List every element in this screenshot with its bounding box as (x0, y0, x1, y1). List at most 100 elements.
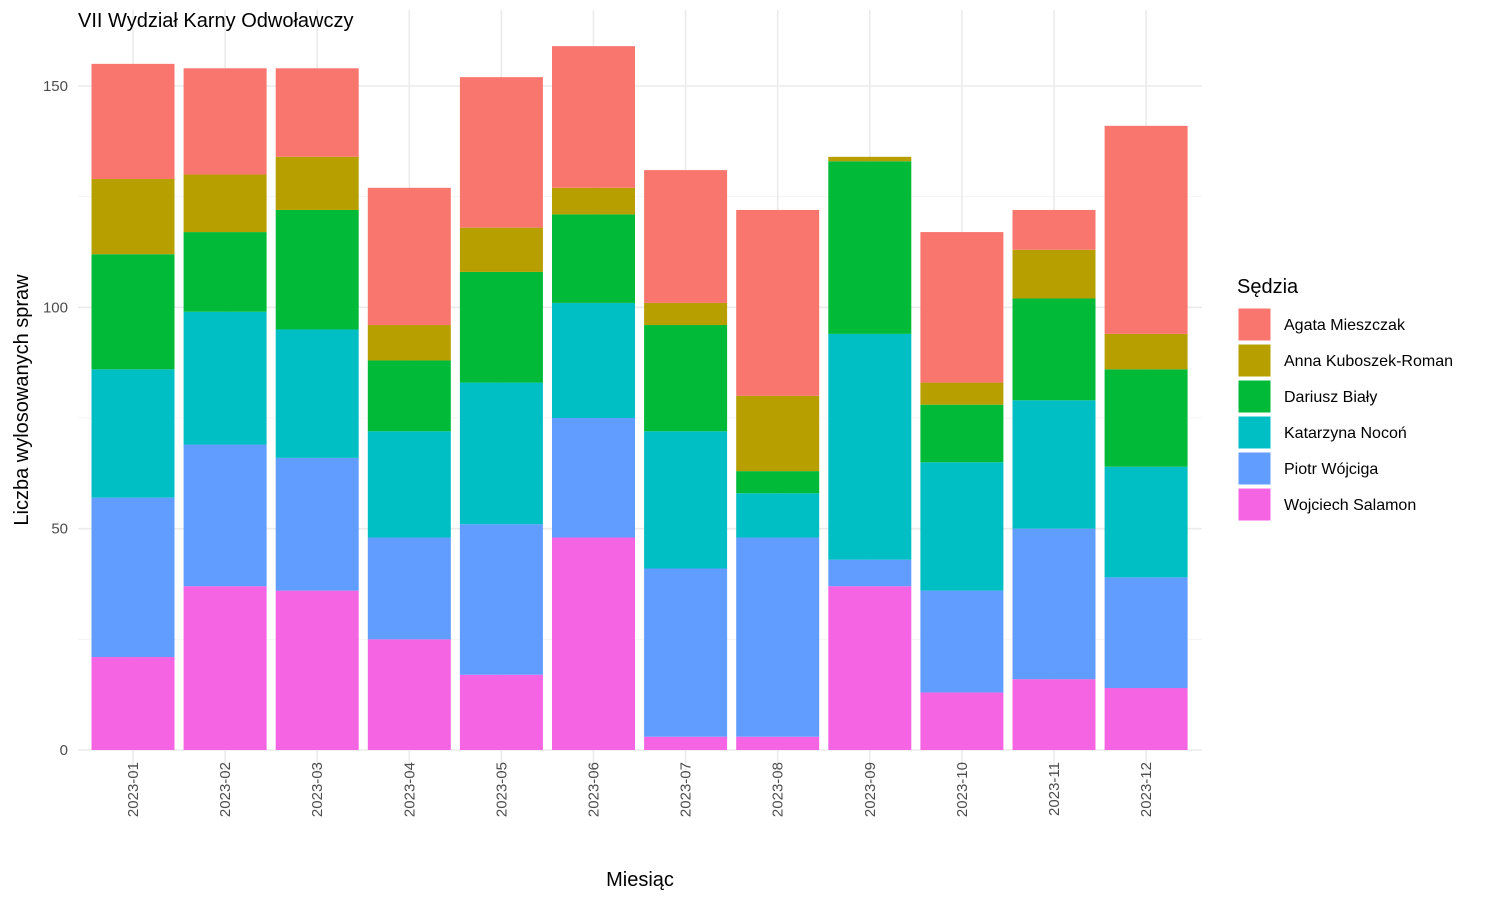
bar-segment (367, 639, 451, 750)
x-tick-label: 2023-06 (586, 762, 603, 817)
bar-segment (1104, 333, 1188, 370)
bar-segment (736, 395, 820, 472)
legend-key (1237, 487, 1272, 522)
bar-segment (275, 329, 359, 458)
bar-segment (183, 586, 267, 750)
bar-segment (1104, 688, 1188, 750)
bar-segment (920, 404, 1004, 463)
bar-segment (736, 736, 820, 750)
bar-segment (1104, 577, 1188, 689)
x-tick-label: 2023-12 (1138, 762, 1155, 817)
bar-segment (1104, 466, 1188, 578)
x-tick-label: 2023-11 (1046, 762, 1063, 816)
bar-segment (644, 325, 728, 432)
bar-segment (736, 493, 820, 538)
bar-segment (1012, 249, 1096, 299)
x-tick-label: 2023-10 (954, 762, 971, 817)
bar-segment (736, 209, 820, 396)
legend-label: Agata Mieszczak (1284, 317, 1406, 334)
y-axis-ticks: 0 50 100 150 (43, 78, 68, 759)
bar-segment (91, 369, 175, 498)
x-tick-label: 2023-02 (217, 762, 234, 817)
bar-segment (920, 692, 1004, 750)
bar-segment (183, 68, 267, 175)
bar-segment (367, 325, 451, 361)
x-tick-label: 2023-01 (125, 762, 142, 817)
bar-segment (828, 161, 912, 334)
bar-segment (644, 568, 728, 737)
bar-segment (552, 418, 635, 538)
legend-key (1237, 451, 1272, 486)
bar-segment (275, 68, 359, 157)
bar-segment (920, 232, 1004, 383)
legend-key (1237, 379, 1272, 414)
bar-segment (1012, 209, 1096, 250)
bar-segment (644, 302, 728, 326)
y-axis-title: Liczba wylosowanych spraw (11, 274, 33, 526)
bar-segment (91, 657, 175, 750)
legend-label: Anna Kuboszek-Roman (1284, 353, 1453, 370)
x-tick-label: 2023-07 (678, 762, 695, 817)
chart-title: VII Wydział Karny Odwoławczy (78, 10, 353, 32)
legend: Sędzia Agata Mieszczak Anna Kuboszek-Roma… (1237, 276, 1453, 522)
bar-segment (920, 382, 1004, 405)
legend-title: Sędzia (1237, 276, 1299, 298)
bar-segment (459, 674, 543, 750)
legend-key (1237, 307, 1272, 342)
bar-segment (183, 232, 267, 312)
bar-segment (552, 537, 635, 750)
bar-segment (920, 590, 1004, 693)
x-tick-label: 2023-05 (493, 762, 510, 817)
bar-segment (1104, 125, 1188, 334)
bar-segment (91, 254, 175, 370)
bar-segment (1012, 679, 1096, 750)
bar-segment (367, 431, 451, 538)
bar-segment (1104, 369, 1188, 467)
legend-key (1237, 343, 1272, 378)
bar-segment (367, 360, 451, 432)
bar-segment (828, 156, 912, 162)
x-axis-ticks: 2023-01 2023-02 2023-03 2023-04 2023-05 2023-… (125, 762, 1155, 817)
y-tick-label: 100 (43, 299, 68, 316)
bar-segment (459, 77, 543, 228)
x-tick-label: 2023-04 (401, 762, 418, 817)
bar-segment (1012, 298, 1096, 401)
bar-segment (459, 524, 543, 675)
bar-segment (183, 444, 267, 587)
bar-segment (367, 537, 451, 640)
bar-segment (459, 382, 543, 525)
bar-segment (1012, 400, 1096, 529)
legend-label: Dariusz Biały (1284, 389, 1377, 406)
bar-segment (828, 586, 912, 750)
bars-layer (91, 46, 1188, 750)
bar-segment (183, 174, 267, 233)
bar-segment (275, 457, 359, 591)
bar-segment (275, 209, 359, 330)
bar-segment (644, 170, 728, 303)
x-tick-label: 2023-09 (862, 762, 879, 817)
bar-segment (552, 302, 635, 418)
legend-key (1237, 415, 1272, 450)
bar-segment (552, 214, 635, 303)
y-tick-label: 0 (60, 742, 68, 759)
bar-segment (736, 537, 820, 737)
bar-segment (459, 227, 543, 272)
legend-label: Wojciech Salamon (1284, 497, 1416, 514)
bar-segment (644, 431, 728, 569)
y-tick-label: 50 (51, 521, 68, 538)
bar-segment (736, 471, 820, 494)
y-tick-label: 150 (43, 78, 68, 95)
bar-segment (828, 559, 912, 587)
x-tick-label: 2023-03 (309, 762, 326, 817)
bar-segment (552, 187, 635, 215)
bar-segment (552, 46, 635, 188)
bar-segment (275, 590, 359, 750)
x-axis-title: Miesiąc (606, 869, 674, 891)
bar-segment (183, 311, 267, 445)
legend-label: Piotr Wójciga (1284, 461, 1378, 478)
bar-segment (275, 156, 359, 210)
bar-segment (920, 462, 1004, 591)
bar-segment (367, 187, 451, 326)
legend-label: Katarzyna Nocoń (1284, 425, 1407, 442)
